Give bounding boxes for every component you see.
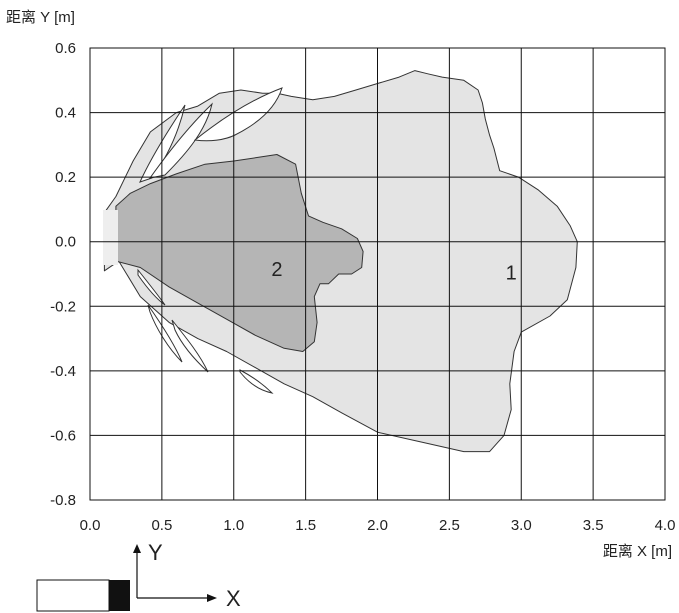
side-lobe-upper-2 [148, 102, 213, 179]
area-zone-2 [115, 154, 364, 352]
x-tick-label: 1.0 [223, 517, 244, 534]
y-arrowhead-icon [133, 544, 141, 553]
plot-frame [89, 47, 666, 501]
near-zone-strip [103, 210, 118, 265]
x-tick-label: 1.5 [295, 517, 316, 534]
y-tick-label: -0.8 [50, 492, 76, 509]
side-lobe-lower-2 [147, 304, 183, 363]
zone-label-1: 1 [506, 262, 517, 284]
grid-lines [90, 48, 665, 500]
sensor-body-icon [36, 579, 110, 612]
side-lobe-lower-3 [171, 319, 209, 373]
x-tick-label: 3.0 [511, 517, 532, 534]
x-tick-label: 0.5 [151, 517, 172, 534]
y-tick-label: 0.2 [55, 169, 76, 186]
y-direction-label: Y [148, 540, 163, 565]
y-tick-label: -0.6 [50, 427, 76, 444]
y-tick-label: -0.4 [50, 363, 76, 380]
x-tick-label: 2.5 [439, 517, 460, 534]
x-axis-label: 距离 X [m] [603, 543, 672, 560]
y-axis-label: 距离 Y [m] [6, 9, 75, 26]
y-tick-label: -0.2 [50, 298, 76, 315]
tick-labels: 0.0 0.5 1.0 1.5 2.0 2.5 3.0 3.5 4.00.60.40.20.0-… [50, 40, 675, 534]
side-lobe-upper-3 [193, 87, 283, 142]
side-lobe-lower-1 [137, 268, 166, 306]
y-tick-label: 0.6 [55, 40, 76, 57]
x-tick-label: 0.0 [80, 517, 101, 534]
plot-area: 1 2 [90, 48, 665, 500]
sensor-face-icon [109, 580, 130, 611]
side-lobe-lower-4 [239, 369, 274, 394]
zone-label-2: 2 [271, 259, 282, 281]
x-tick-label: 2.0 [367, 517, 388, 534]
axis-orientation-diagram: Y X [36, 540, 241, 612]
x-direction-label: X [226, 586, 241, 611]
y-tick-label: 0.0 [55, 234, 76, 251]
x-tick-label: 3.5 [583, 517, 604, 534]
x-tick-label: 4.0 [655, 517, 676, 534]
y-tick-label: 0.4 [55, 105, 76, 122]
x-arrowhead-icon [207, 594, 217, 602]
